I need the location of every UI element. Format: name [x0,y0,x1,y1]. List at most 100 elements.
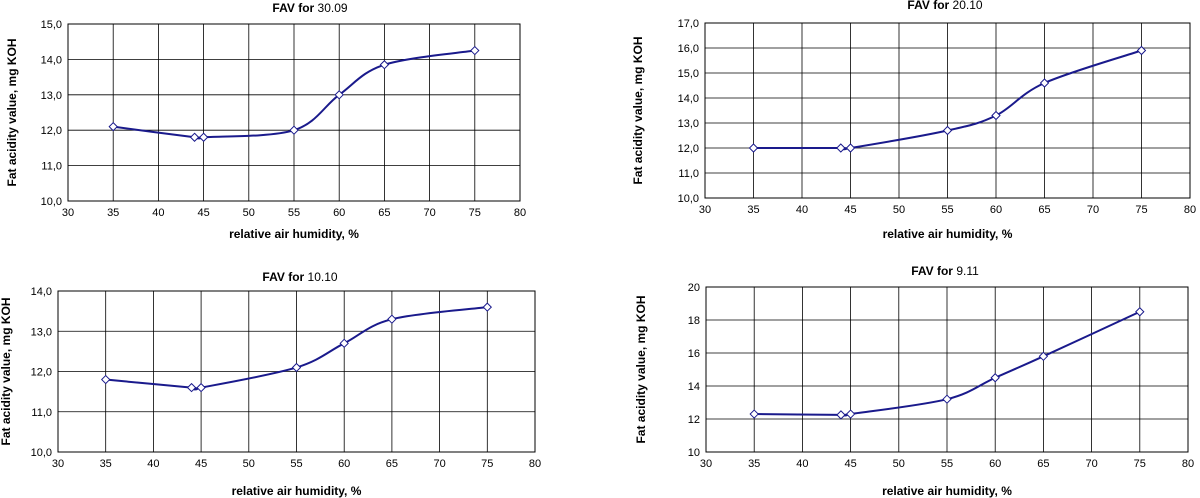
chart-title: FAV for 9.11 [911,264,979,278]
y-tick-label: 10,0 [678,193,699,205]
x-tick-label: 65 [378,207,390,219]
x-tick-label: 60 [990,204,1002,216]
y-axis-label: Fat acidity value, mg KOH [0,297,13,445]
x-tick-label: 70 [1085,458,1097,470]
x-tick-label: 40 [152,207,164,219]
x-tick-label: 55 [941,458,953,470]
data-point [836,410,846,420]
data-point [942,394,952,404]
y-tick-label: 11,0 [678,168,699,180]
chart-title: FAV for 30.09 [272,1,347,15]
x-tick-label: 45 [844,458,856,470]
y-axis-label: Fat acidity value, mg KOH [634,295,648,443]
chart-4: 30 35 40 45 50 55 60 65 70 75 80 10 12 14 16 18 20 FAV fo… [634,264,1194,498]
x-tick-label: 35 [747,204,759,216]
y-tick-label: 18 [688,315,700,327]
data-point [991,110,1001,121]
x-tick-label: 30 [52,458,64,470]
data-point [108,121,118,132]
y-tick-label: 10,0 [31,447,52,459]
data-point [291,362,302,373]
x-tick-label: 80 [1184,204,1196,216]
x-tick-label: 60 [333,207,345,219]
y-tick-label: 13,0 [41,90,62,102]
y-tick-label: 11,0 [31,407,52,419]
x-tick-label: 40 [147,458,159,470]
data-point [749,409,759,419]
data-point [100,374,111,385]
y-tick-label: 14 [688,381,700,393]
chart-title-label: FAV for [911,264,956,278]
y-axis-label: Fat acidity value, mg KOH [631,36,645,184]
x-tick-label: 60 [338,458,350,470]
chart-title-label: FAV for [272,1,317,15]
x-tick-label: 50 [243,207,255,219]
x-tick-label: 50 [243,458,255,470]
x-tick-label: 35 [107,207,119,219]
data-point [1136,45,1147,56]
plot-frame [67,23,521,202]
data-point [990,373,1000,383]
plot-frame [704,22,1191,199]
data-point [836,143,846,153]
data-point [845,409,856,419]
x-tick-label: 55 [290,458,302,470]
y-tick-label: 20 [688,282,700,294]
x-tick-label: 65 [1037,458,1049,470]
chart-title-date: 30.09 [318,1,348,15]
y-tick-label: 12,0 [678,143,699,155]
x-tick-label: 80 [514,207,526,219]
data-point [339,338,349,349]
plot-frame [705,286,1189,453]
x-axis-label: relative air humidity, % [882,484,1012,498]
x-tick-label: 45 [195,458,207,470]
y-tick-label: 12,0 [41,125,62,137]
x-tick-label: 40 [796,204,808,216]
y-axis-label: Fat acidity value, mg KOH [5,38,19,186]
chart-title-date: 9.11 [956,264,979,278]
y-tick-label: 11,0 [41,161,62,173]
x-tick-label: 55 [941,204,953,216]
x-tick-label: 30 [700,458,712,470]
y-tick-label: 10 [688,447,700,459]
x-tick-label: 30 [699,204,711,216]
x-tick-label: 65 [386,458,398,470]
chart-title-date: 10.10 [308,270,338,284]
data-point [1135,307,1145,317]
x-tick-label: 45 [844,204,856,216]
x-tick-label: 40 [796,458,808,470]
data-point [198,132,209,142]
x-tick-label: 75 [1134,458,1146,470]
x-tick-label: 70 [433,458,445,470]
x-tick-label: 45 [197,207,209,219]
chart-title-date: 20.10 [953,0,983,12]
data-point [748,143,759,153]
x-tick-label: 60 [989,458,1001,470]
data-point [334,90,344,100]
x-tick-label: 70 [1087,204,1099,216]
data-point [189,132,200,142]
y-tick-label: 17,0 [678,18,699,30]
y-tick-label: 10,0 [41,196,62,208]
y-tick-label: 13,0 [31,326,52,338]
data-point [387,314,397,324]
x-tick-label: 65 [1038,204,1050,216]
data-point [942,125,953,136]
x-tick-label: 50 [893,458,905,470]
data-point [845,143,856,153]
data-point [186,382,197,393]
y-tick-label: 14,0 [31,286,52,298]
chart-title-label: FAV for [262,270,307,284]
x-tick-label: 75 [481,458,493,470]
x-axis-label: relative air humidity, % [232,484,362,498]
x-tick-label: 35 [100,458,112,470]
x-tick-label: 80 [529,458,541,470]
x-tick-label: 35 [748,458,760,470]
x-tick-label: 55 [288,207,300,219]
data-point [379,60,390,70]
data-point [1038,351,1049,362]
y-tick-label: 14,0 [41,54,62,66]
data-point [196,382,206,393]
y-tick-label: 15,0 [678,68,699,80]
